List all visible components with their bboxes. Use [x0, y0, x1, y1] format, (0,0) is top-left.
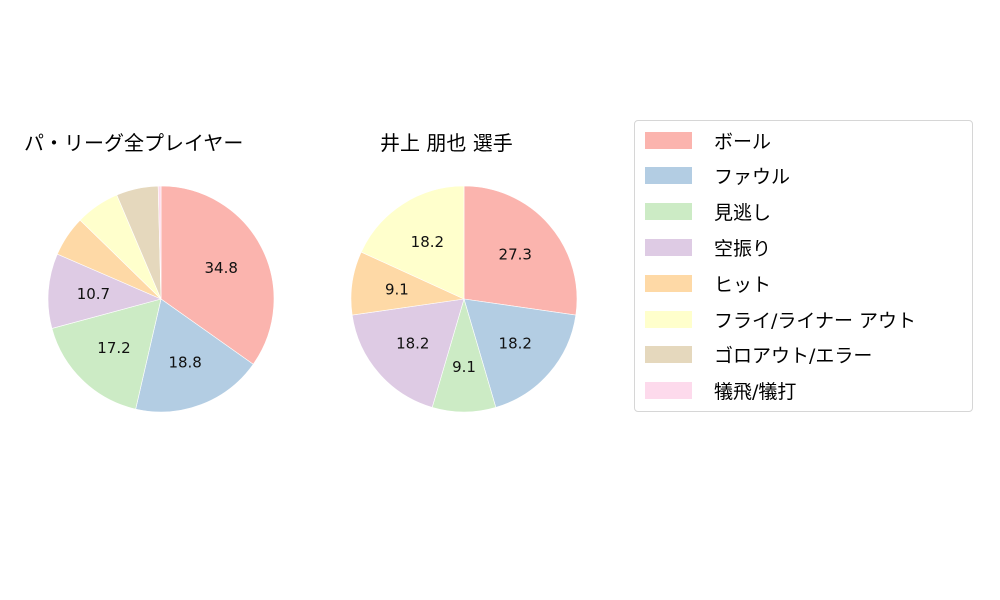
- legend-label: ヒット: [714, 273, 772, 296]
- legend-swatch: [645, 346, 692, 364]
- pie-slice: [351, 298, 465, 408]
- pie-slice: [47, 253, 162, 329]
- legend-item: ゴロアウト/エラー: [645, 343, 872, 367]
- slice-percent-label: 18.8: [168, 353, 201, 371]
- legend: ボールファウル見逃し空振りヒットフライ/ライナー アウト ゴロアウト/エラー 犠飛/…: [634, 120, 973, 412]
- legend-item: 犠飛/犠打: [645, 379, 796, 403]
- slice-percent-label: 18.2: [499, 334, 532, 352]
- legend-item: 見逃し: [645, 200, 771, 224]
- legend-item: ヒット: [645, 271, 772, 296]
- legend-label: フライ/ライナー アウト: [714, 309, 917, 332]
- pie-slice: [360, 185, 465, 300]
- legend-item: ファウル: [645, 164, 790, 188]
- pie-slice: [51, 298, 162, 410]
- legend-swatch: [645, 131, 692, 149]
- legend-swatch: [645, 167, 692, 185]
- pie-chart-league: 34.8 18.8 17.2 10.7: [47, 185, 275, 413]
- legend-item: 空振り: [645, 235, 772, 260]
- legend-swatch: [645, 238, 692, 256]
- slice-percent-label: 27.3: [499, 246, 532, 264]
- pie-slice: [157, 185, 162, 300]
- legend-label: ボール: [714, 130, 772, 153]
- pie-chart-player: 27.3 18.2 9.1 18.2 9.1 18.2: [350, 185, 578, 413]
- slice-percent-label: 34.8: [205, 259, 238, 277]
- slice-percent-label: 18.2: [396, 334, 429, 352]
- legend-swatch: [645, 274, 692, 292]
- legend-swatch: [645, 382, 692, 400]
- legend-swatch: [645, 203, 692, 221]
- right-chart-title: 井上 朋也 選手: [380, 131, 513, 155]
- legend-item: ボール: [645, 128, 772, 153]
- legend-label: 犠飛/犠打: [714, 381, 797, 404]
- legend-label: ファウル: [714, 166, 791, 189]
- left-chart-title: パ・リーグ全プレイヤー: [24, 131, 244, 155]
- pie-slice: [135, 298, 254, 413]
- slice-percent-label: 9.1: [385, 280, 409, 298]
- slice-percent-label: 10.7: [77, 285, 110, 303]
- pie-slice: [463, 185, 578, 316]
- legend-item: フライ/ライナー アウト: [645, 307, 917, 332]
- pie-slice: [160, 185, 275, 365]
- legend-swatch: [645, 310, 692, 328]
- legend-label: 見逃し: [714, 202, 772, 225]
- slice-percent-label: 17.2: [97, 339, 130, 357]
- slice-percent-label: 9.1: [452, 358, 476, 376]
- pie-slice: [463, 298, 577, 408]
- legend-label: ゴロアウト/エラー: [714, 345, 873, 368]
- slice-percent-label: 18.2: [411, 233, 444, 251]
- legend-label: 空振り: [714, 237, 772, 260]
